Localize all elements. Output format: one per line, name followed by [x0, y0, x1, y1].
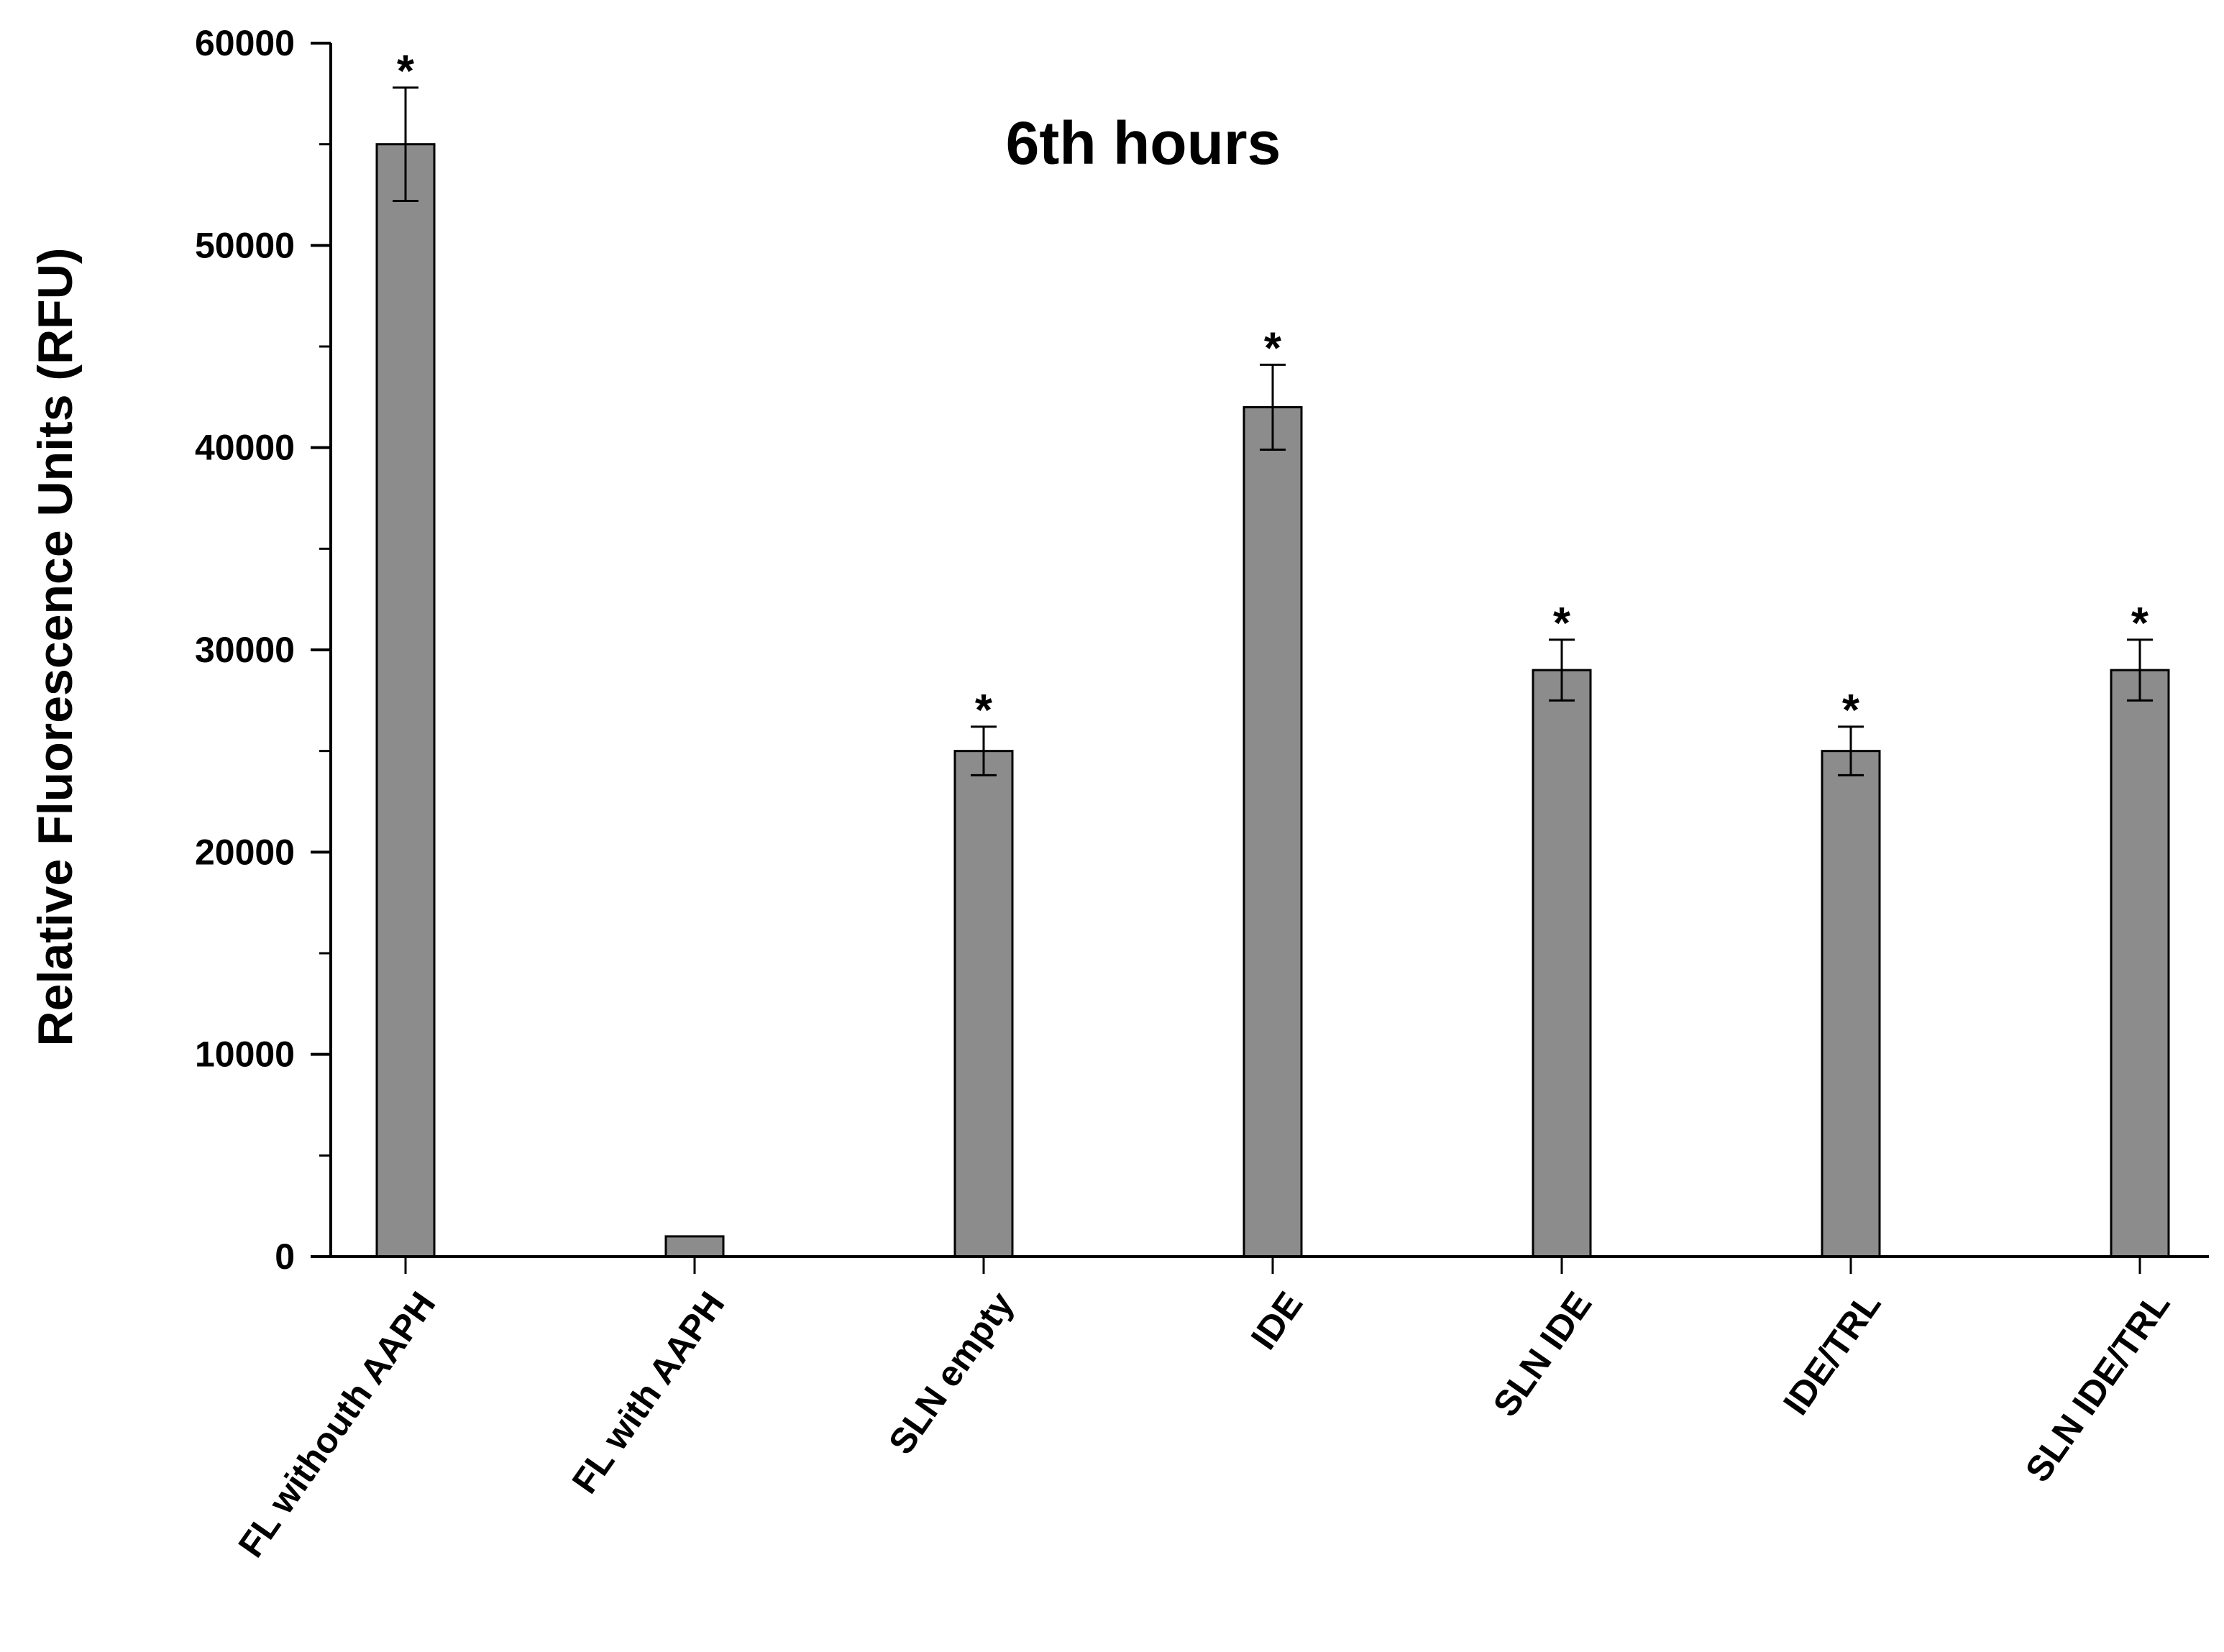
x-tick-label: FL withouth AAPH: [231, 1285, 444, 1564]
x-tick-label: FL with AAPH: [564, 1285, 733, 1501]
y-tick-label: 20000: [195, 832, 295, 872]
y-tick-label: 30000: [195, 630, 295, 670]
bars-group: ************: [375, 47, 2170, 1258]
x-tick-label: IDE/TRL: [1775, 1285, 1888, 1422]
x-tick-label: SLN IDE/TRL: [2018, 1285, 2178, 1490]
y-axis-label: Relative Fluorescence Units (RFU): [28, 248, 83, 1047]
significance-marker: *: [2131, 599, 2149, 648]
bar: [375, 143, 436, 1258]
significance-marker: *: [1264, 323, 1282, 373]
x-axis: FL withouth AAPH FL with AAPH SLN empty IDE…: [231, 1255, 2209, 1564]
significance-marker: *: [975, 686, 993, 735]
significance-marker: *: [397, 47, 415, 96]
y-tick-label: 60000: [195, 23, 295, 63]
y-tick-label: 50000: [195, 225, 295, 265]
y-tick-label: 0: [275, 1236, 295, 1277]
significance-marker: *: [1553, 599, 1571, 648]
chart-title: 6th hours: [1006, 109, 1281, 177]
bar: [2110, 669, 2170, 1258]
y-tick-label: 10000: [195, 1034, 295, 1075]
bar: [953, 750, 1014, 1258]
bar: [1821, 750, 1881, 1258]
x-tick-label: SLN empty: [881, 1285, 1022, 1461]
x-tick-label: SLN IDE: [1485, 1285, 1599, 1424]
bar: [1243, 405, 1303, 1258]
y-axis: 0 10000 20000 30000 40000 50000 60000: [195, 23, 332, 1277]
x-tick-label: IDE: [1243, 1285, 1311, 1357]
bar: [664, 1235, 725, 1258]
significance-marker: *: [1842, 686, 1860, 735]
y-tick-label: 40000: [195, 428, 295, 468]
bar: [1532, 669, 1592, 1258]
